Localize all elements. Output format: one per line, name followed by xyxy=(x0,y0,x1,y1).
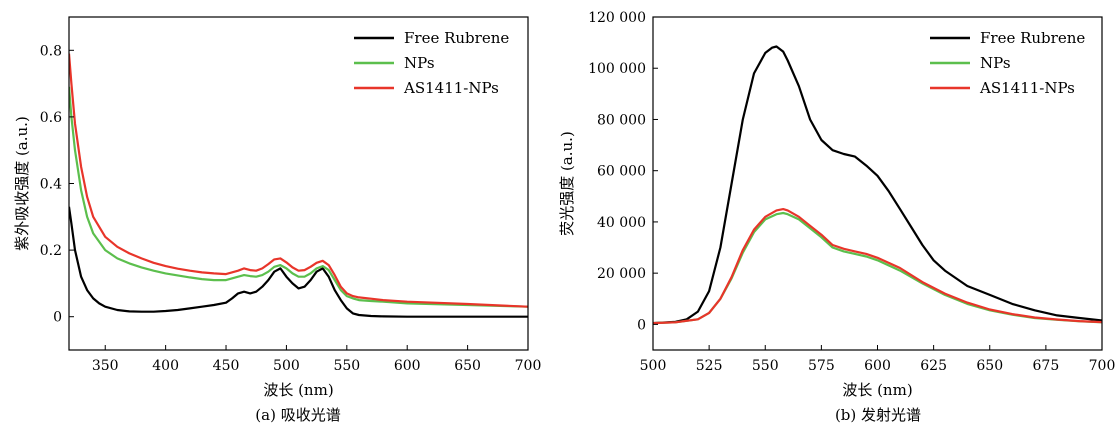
series-line-nps xyxy=(653,211,1102,325)
y-tick-label: 0.2 xyxy=(40,243,62,259)
y-tick-label: 40 000 xyxy=(597,215,646,231)
series-line-free-rubrene xyxy=(69,206,528,318)
series-line-free-rubrene xyxy=(653,45,1102,325)
y-tick-label: 100 000 xyxy=(588,61,646,77)
legend: Free Rubrene NPs AS1411-NPs xyxy=(354,29,509,97)
panel-caption: (b) 发射光谱 xyxy=(835,406,921,424)
y-tick-label: 0.6 xyxy=(40,110,62,126)
x-tick-label: 400 xyxy=(152,358,179,374)
panel-b: 500 525 550 575 600 625 650 675 700 0 20 000 40 000… xyxy=(558,10,1115,424)
y-tick-label: 0.8 xyxy=(40,43,62,59)
x-axis-label: 波长 (nm) xyxy=(263,381,333,399)
legend-label: NPs xyxy=(980,54,1011,72)
y-tick-label: 80 000 xyxy=(597,112,646,128)
y-axis-label: 荧光强度 (a.u.) xyxy=(558,131,576,236)
y-tick-label: 0.4 xyxy=(40,177,62,193)
series-line-nps xyxy=(69,86,528,308)
x-tick-label: 525 xyxy=(696,358,723,374)
legend-label: AS1411-NPs xyxy=(403,79,499,97)
x-tick-label: 675 xyxy=(1033,358,1060,374)
y-tick-label: 120 000 xyxy=(588,10,646,26)
x-tick-label: 575 xyxy=(808,358,835,374)
x-tick-label: 625 xyxy=(920,358,947,374)
x-tick-label: 450 xyxy=(213,358,240,374)
x-tick-label: 600 xyxy=(864,358,891,374)
x-tick-label: 550 xyxy=(752,358,779,374)
panel-a: 350 400 450 500 550 600 650 700 0 0.2 0.4 0.6 0.8 波长 … xyxy=(13,16,542,424)
y-tick-label: 60 000 xyxy=(597,164,646,180)
legend-label: Free Rubrene xyxy=(980,29,1085,47)
series-line-as1411-nps xyxy=(653,208,1102,325)
x-tick-label: 700 xyxy=(1089,358,1116,374)
x-tick-label: 500 xyxy=(273,358,300,374)
x-tick-label: 500 xyxy=(640,358,667,374)
panel-caption: (a) 吸收光谱 xyxy=(255,406,340,424)
x-tick-label: 700 xyxy=(515,358,542,374)
legend-label: AS1411-NPs xyxy=(979,79,1075,97)
x-tick-label: 350 xyxy=(92,358,119,374)
series-line-as1411-nps xyxy=(69,53,528,308)
y-tick-label: 0 xyxy=(637,317,646,333)
y-tick-label: 20 000 xyxy=(597,266,646,282)
y-axis-label: 紫外吸收强度 (a.u.) xyxy=(13,116,31,251)
legend-label: NPs xyxy=(404,54,435,72)
plot-frame xyxy=(68,16,529,351)
y-tick-label: 0 xyxy=(53,310,62,326)
x-tick-label: 550 xyxy=(333,358,360,374)
x-tick-label: 650 xyxy=(454,358,481,374)
x-axis-label: 波长 (nm) xyxy=(842,381,912,399)
x-tick-label: 650 xyxy=(976,358,1003,374)
x-tick-label: 600 xyxy=(394,358,421,374)
legend-label: Free Rubrene xyxy=(404,29,509,47)
legend: Free Rubrene NPs AS1411-NPs xyxy=(930,29,1085,97)
